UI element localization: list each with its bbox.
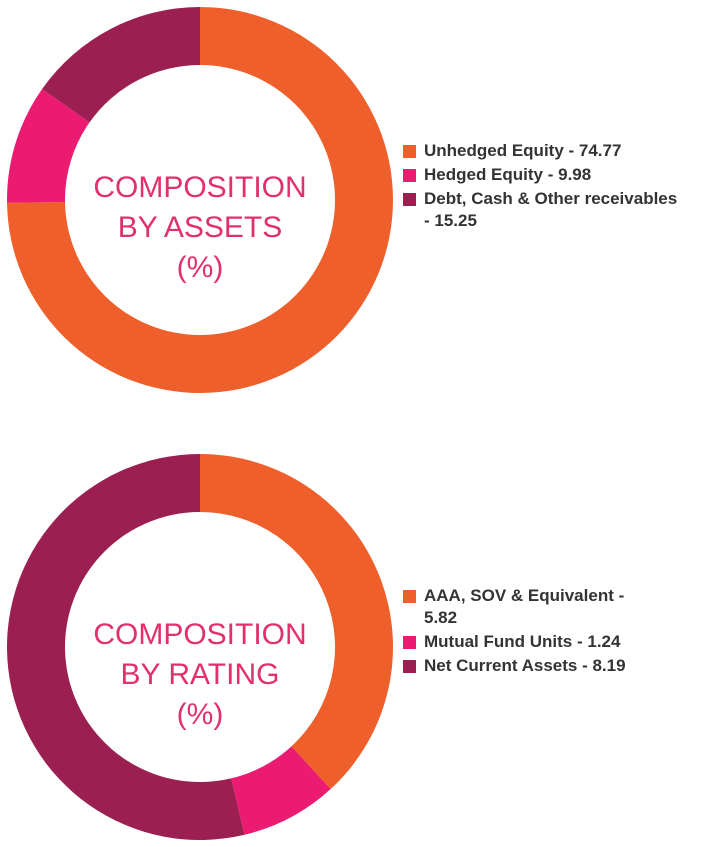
legend-swatch <box>403 590 416 603</box>
legend-label: 5.82 <box>424 608 458 627</box>
chart-composition-by-rating: COMPOSITION BY RATING (%) AAA, SOV & Equ… <box>0 447 707 847</box>
donut-slice-hedged-equity <box>7 89 90 203</box>
donut-chart-rating <box>6 454 393 840</box>
legend: AAA, SOV & Equivalent - 5.82 Mutual Fund… <box>403 585 703 679</box>
legend-item: Net Current Assets - 8.19 <box>403 655 703 677</box>
chart-title-line: (%) <box>176 251 224 284</box>
chart-title-line: BY RATING <box>120 658 280 691</box>
legend-label: Net Current Assets - 8.19 <box>424 656 626 675</box>
chart-title: COMPOSITION BY ASSETS (%) <box>45 168 355 288</box>
legend-swatch <box>403 660 416 673</box>
legend-label: AAA, SOV & Equivalent - <box>424 586 625 605</box>
legend: Unhedged Equity - 74.77 Hedged Equity - … <box>403 140 703 234</box>
legend-swatch <box>403 193 416 206</box>
donut-chart-assets <box>7 7 393 393</box>
chart-title-line: COMPOSITION <box>93 618 307 651</box>
legend-item: Mutual Fund Units - 1.24 <box>403 631 703 653</box>
legend-swatch <box>403 636 416 649</box>
legend-label: Hedged Equity - 9.98 <box>424 165 592 184</box>
legend-label: - 15.25 <box>424 211 477 230</box>
chart-title: COMPOSITION BY RATING (%) <box>45 615 355 735</box>
donut-slice-net-current-assets <box>6 454 245 840</box>
legend-label: Unhedged Equity - 74.77 <box>424 141 622 160</box>
chart-title-line: COMPOSITION <box>93 171 307 204</box>
chart-composition-by-assets: COMPOSITION BY ASSETS (%) Unhedged Equit… <box>0 0 707 400</box>
donut-slice-unhedged-equity <box>7 7 393 393</box>
legend-label: Mutual Fund Units - 1.24 <box>424 632 621 651</box>
donut-slice-mutual-fund-units <box>231 746 331 835</box>
legend-item: AAA, SOV & Equivalent - 5.82 <box>403 585 703 629</box>
legend-swatch <box>403 169 416 182</box>
legend-label: Debt, Cash & Other receivables <box>424 189 678 208</box>
legend-item: Unhedged Equity - 74.77 <box>403 140 703 162</box>
legend-item: Debt, Cash & Other receivables - 15.25 <box>403 188 703 232</box>
chart-title-line: BY ASSETS <box>117 211 283 244</box>
legend-item: Hedged Equity - 9.98 <box>403 164 703 186</box>
donut-slice-debt-cash-other-receivables <box>42 7 200 123</box>
legend-swatch <box>403 145 416 158</box>
donut-slice-aaa-sov-equivalent <box>200 454 393 790</box>
chart-title-line: (%) <box>176 698 224 731</box>
